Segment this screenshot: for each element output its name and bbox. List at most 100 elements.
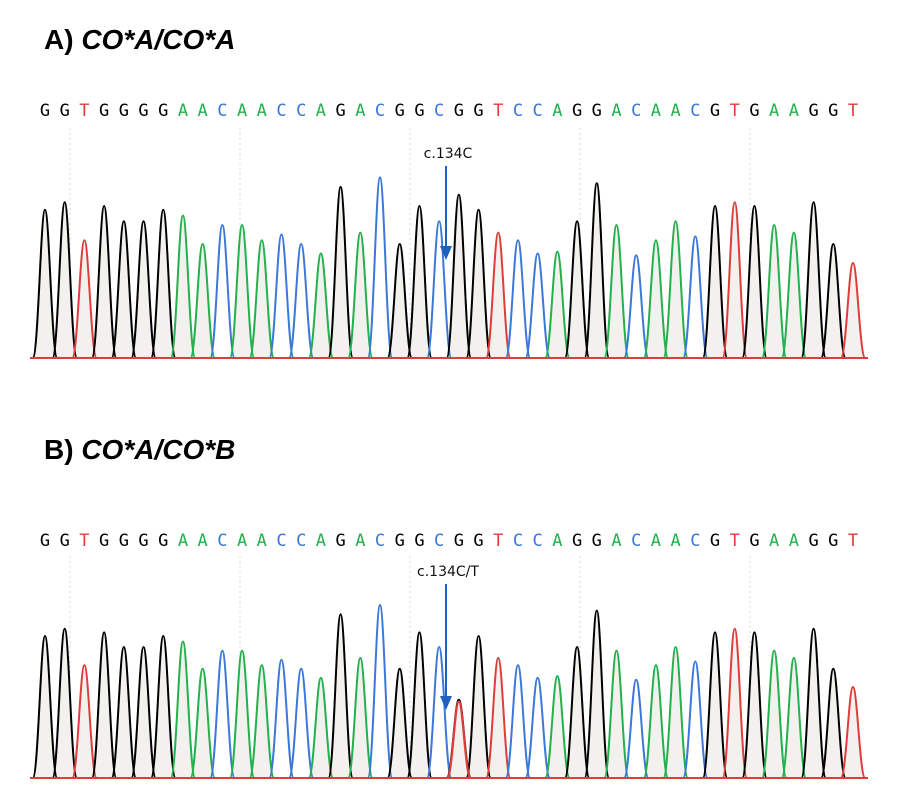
peak bbox=[820, 667, 847, 779]
peak-fill bbox=[131, 221, 156, 358]
base-call: G bbox=[749, 531, 759, 551]
peak bbox=[780, 231, 808, 359]
peak bbox=[110, 220, 138, 359]
peak-fill bbox=[170, 215, 196, 358]
base-call: C bbox=[533, 101, 543, 121]
peak-fill bbox=[229, 650, 255, 778]
base-call: G bbox=[138, 531, 148, 551]
peak bbox=[31, 208, 59, 359]
peak-fill bbox=[486, 232, 511, 358]
peak bbox=[780, 656, 808, 779]
peak-fill bbox=[466, 636, 491, 778]
base-call: A bbox=[552, 531, 562, 551]
peak bbox=[839, 685, 867, 779]
base-call: T bbox=[79, 101, 89, 121]
peak bbox=[169, 214, 197, 359]
peak bbox=[524, 252, 551, 359]
base-call: A bbox=[355, 531, 365, 551]
peak bbox=[169, 640, 197, 779]
base-call: A bbox=[671, 101, 681, 121]
peak bbox=[90, 631, 118, 779]
base-call: A bbox=[651, 531, 661, 551]
peak bbox=[741, 204, 768, 359]
peak bbox=[544, 675, 571, 779]
secondary-peak-t bbox=[445, 700, 472, 780]
base-call: T bbox=[493, 101, 503, 121]
base-call: G bbox=[828, 531, 838, 551]
peak-fill bbox=[308, 677, 334, 778]
peak bbox=[228, 649, 256, 779]
panel-b-label: B) bbox=[44, 434, 74, 465]
base-call: G bbox=[710, 531, 720, 551]
peak bbox=[485, 656, 512, 779]
base-call: T bbox=[730, 531, 740, 551]
base-call: G bbox=[60, 101, 70, 121]
base-call: C bbox=[690, 531, 700, 551]
base-call: G bbox=[828, 101, 838, 121]
peak bbox=[524, 676, 551, 779]
peak bbox=[682, 235, 709, 359]
base-call: T bbox=[79, 531, 89, 551]
peak-fill bbox=[604, 225, 629, 358]
peak bbox=[741, 631, 768, 779]
base-call: G bbox=[395, 101, 405, 121]
base-call: G bbox=[414, 101, 424, 121]
base-call: G bbox=[414, 531, 424, 551]
peak-fill bbox=[840, 687, 866, 778]
peak-fill bbox=[486, 657, 511, 778]
base-call: G bbox=[572, 101, 582, 121]
base-call: A bbox=[257, 101, 267, 121]
base-call: A bbox=[237, 101, 247, 121]
base-call: C bbox=[217, 531, 227, 551]
base-call: C bbox=[434, 101, 444, 121]
base-call: A bbox=[178, 101, 188, 121]
base-call: G bbox=[454, 101, 464, 121]
base-call: G bbox=[749, 101, 759, 121]
peak-fill bbox=[190, 668, 215, 778]
panel-a-title: A) CO*A/CO*A bbox=[44, 24, 235, 56]
base-call: G bbox=[40, 101, 50, 121]
peak-fill bbox=[52, 628, 77, 778]
peak-fill bbox=[584, 610, 610, 778]
base-call: G bbox=[473, 531, 483, 551]
peak bbox=[603, 649, 630, 779]
base-call: C bbox=[276, 531, 286, 551]
peak bbox=[347, 231, 374, 359]
peak-fill bbox=[781, 657, 807, 778]
base-call: C bbox=[533, 531, 543, 551]
peak bbox=[465, 635, 492, 779]
peak bbox=[583, 609, 611, 779]
peak bbox=[544, 250, 571, 359]
peak bbox=[209, 223, 236, 359]
peak bbox=[406, 204, 433, 359]
peak-fill bbox=[545, 676, 570, 778]
panel-a-label: A) bbox=[44, 24, 74, 55]
base-call: A bbox=[611, 531, 621, 551]
peak bbox=[800, 627, 827, 779]
peak-fill bbox=[821, 668, 846, 778]
peak-fill bbox=[643, 665, 669, 778]
peak bbox=[839, 261, 867, 359]
peak bbox=[150, 635, 177, 779]
annotation-label-a: c.134C bbox=[424, 146, 473, 162]
peak bbox=[386, 242, 413, 359]
peak bbox=[642, 664, 670, 779]
peak-fill bbox=[801, 202, 826, 358]
peak bbox=[583, 182, 611, 359]
peak bbox=[662, 645, 689, 779]
arrowhead-b bbox=[440, 696, 452, 710]
peak-fill bbox=[72, 665, 97, 778]
peak-fill bbox=[702, 632, 728, 778]
base-call: A bbox=[237, 531, 247, 551]
annotation-label-b: c.134C/T bbox=[417, 564, 479, 580]
base-call: C bbox=[631, 531, 641, 551]
peak-fill bbox=[584, 183, 610, 358]
peak-fill bbox=[722, 202, 747, 358]
peak-fill bbox=[190, 244, 215, 358]
base-call: C bbox=[296, 531, 306, 551]
peak-fill bbox=[702, 206, 728, 358]
base-call: C bbox=[296, 101, 306, 121]
peak-fill bbox=[446, 699, 472, 778]
peak-fill bbox=[821, 244, 846, 358]
